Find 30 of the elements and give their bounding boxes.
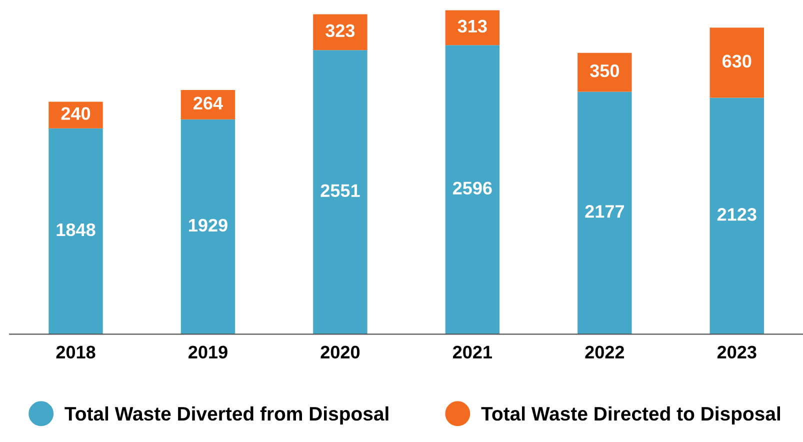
bar <box>710 28 764 98</box>
data-label: 350 <box>590 64 619 78</box>
bar <box>313 14 368 50</box>
bar <box>710 98 764 334</box>
bar <box>578 52 632 92</box>
data-label: 1848 <box>56 223 96 236</box>
data-label: 313 <box>458 20 487 33</box>
data-label: 630 <box>722 54 752 68</box>
x-tick-label: 2019 <box>188 346 228 359</box>
data-label: 1929 <box>189 218 228 232</box>
bar <box>445 45 500 334</box>
x-tick-label: 2022 <box>585 346 624 359</box>
data-label: 264 <box>194 96 223 110</box>
data-label: 2551 <box>320 184 360 198</box>
bar <box>578 92 632 334</box>
bar <box>180 119 236 334</box>
data-label: 2123 <box>717 208 756 221</box>
data-label: 323 <box>326 24 355 38</box>
x-tick-label: 2021 <box>452 346 492 359</box>
legend-label: Total Waste Diverted from Disposal <box>64 406 388 424</box>
data-label: 2177 <box>585 205 624 218</box>
x-tick-label: 2020 <box>320 346 360 359</box>
x-tick-label: 2018 <box>56 346 96 359</box>
legend-label: Total Waste Directed to Disposal <box>481 406 780 424</box>
bar <box>48 128 103 334</box>
bar <box>445 10 500 46</box>
bar <box>313 50 368 334</box>
x-tick-label: 2023 <box>717 346 756 359</box>
data-label: 2596 <box>452 182 492 194</box>
data-label: 240 <box>61 107 90 120</box>
